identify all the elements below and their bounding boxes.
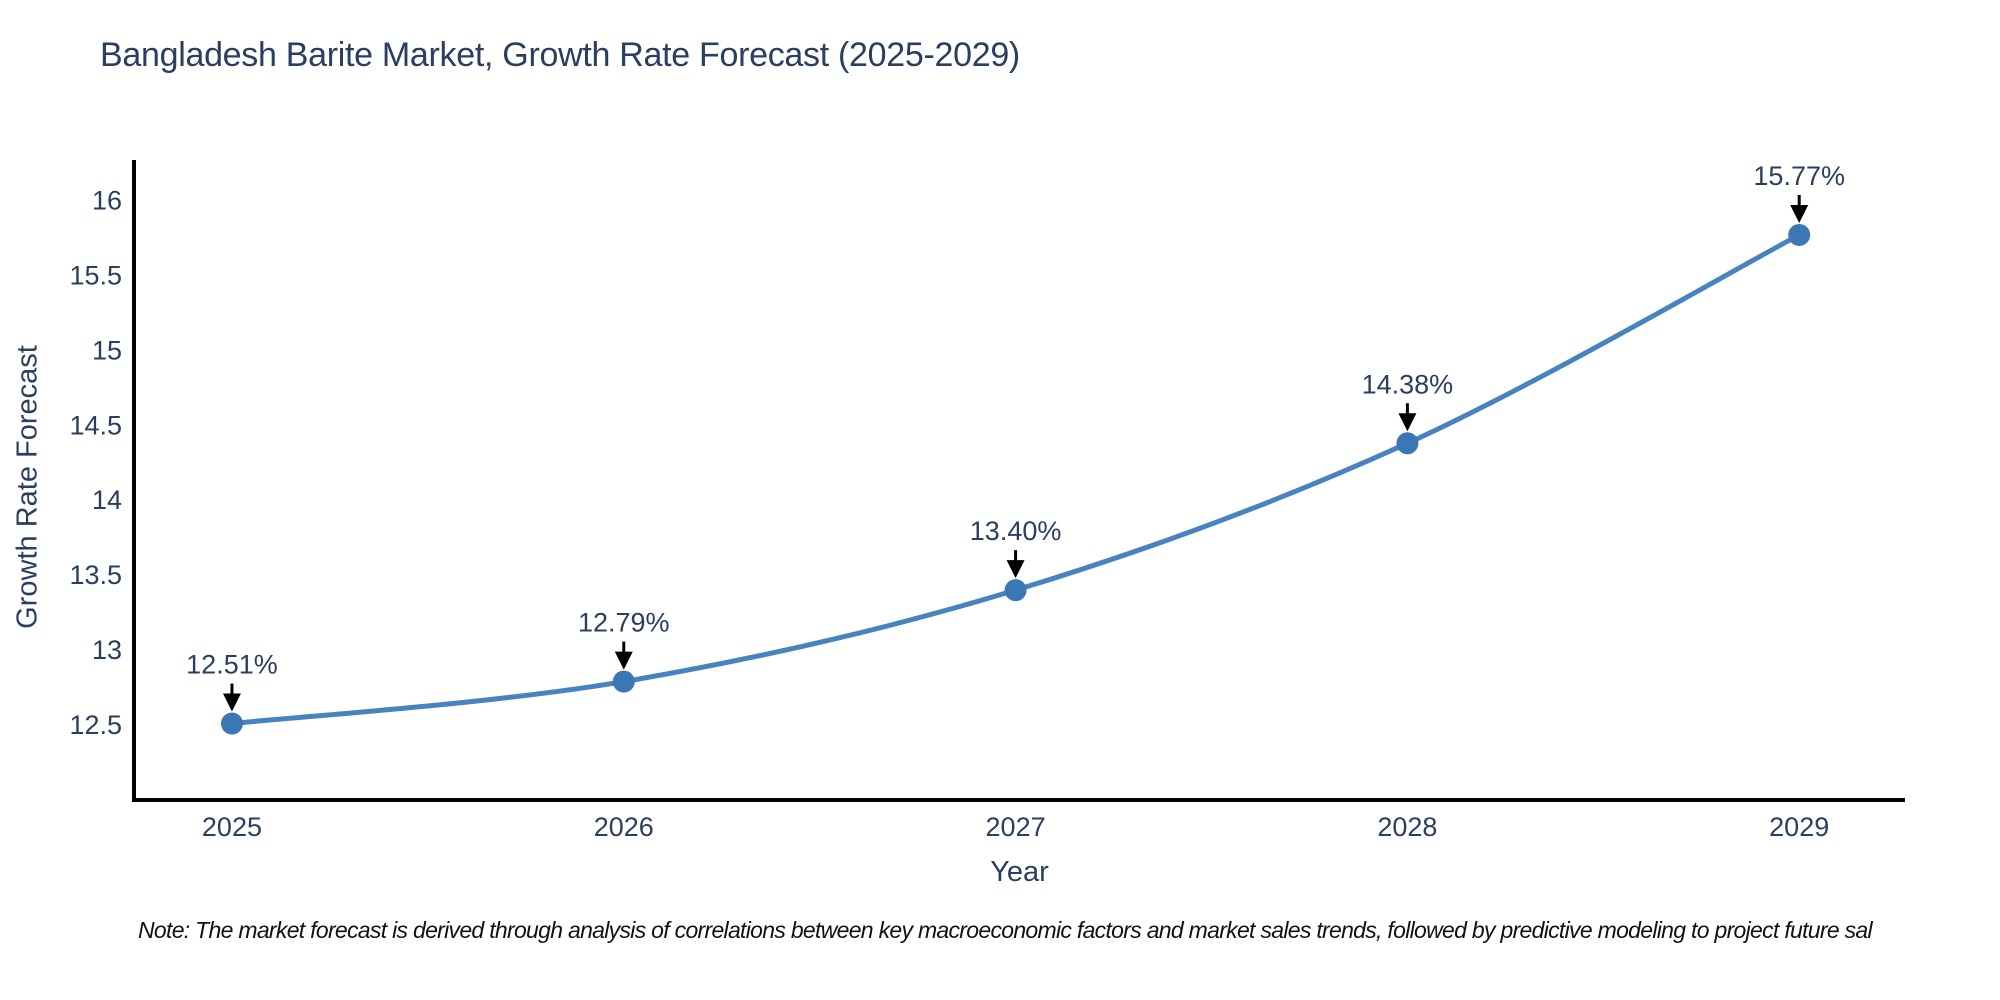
point-annotation-label: 12.79% xyxy=(578,608,670,638)
x-tick-label: 2027 xyxy=(986,812,1046,842)
annotation-arrowhead-icon xyxy=(1790,204,1809,223)
x-tick-label: 2028 xyxy=(1377,812,1437,842)
annotation-arrowhead-icon xyxy=(1006,560,1025,579)
annotation-arrowhead-icon xyxy=(1398,413,1417,432)
axis-lines xyxy=(132,160,1905,802)
point-annotation-label: 14.38% xyxy=(1362,369,1454,399)
y-tick-label: 12.5 xyxy=(69,710,122,740)
point-annotation-label: 15.77% xyxy=(1753,161,1845,191)
data-point-marker[interactable] xyxy=(1788,223,1811,246)
data-point-marker[interactable] xyxy=(220,712,243,735)
y-tick-label: 15.5 xyxy=(69,260,122,290)
y-tick-label: 16 xyxy=(92,185,122,215)
data-point-marker[interactable] xyxy=(612,670,635,693)
y-tick-label: 13.5 xyxy=(69,560,122,590)
y-tick-label: 15 xyxy=(92,335,122,365)
data-point-marker[interactable] xyxy=(1396,432,1419,455)
x-tick-label: 2025 xyxy=(202,812,262,842)
y-tick-label: 14 xyxy=(92,485,122,515)
y-tick-label: 14.5 xyxy=(69,410,122,440)
x-tick-label: 2026 xyxy=(594,812,654,842)
x-tick-label: 2029 xyxy=(1769,812,1829,842)
data-point-marker[interactable] xyxy=(1004,579,1027,602)
point-annotation-label: 12.51% xyxy=(186,650,278,680)
annotation-arrowhead-icon xyxy=(614,651,633,670)
x-axis-title: Year xyxy=(990,856,1049,888)
point-annotation-label: 13.40% xyxy=(970,516,1062,546)
footnote: Note: The market forecast is derived thr… xyxy=(138,917,1873,943)
annotation-arrowhead-icon xyxy=(222,693,241,712)
y-tick-label: 13 xyxy=(92,635,122,665)
series-line xyxy=(229,232,1802,727)
chart-title: Bangladesh Barite Market, Growth Rate Fo… xyxy=(100,36,1020,74)
